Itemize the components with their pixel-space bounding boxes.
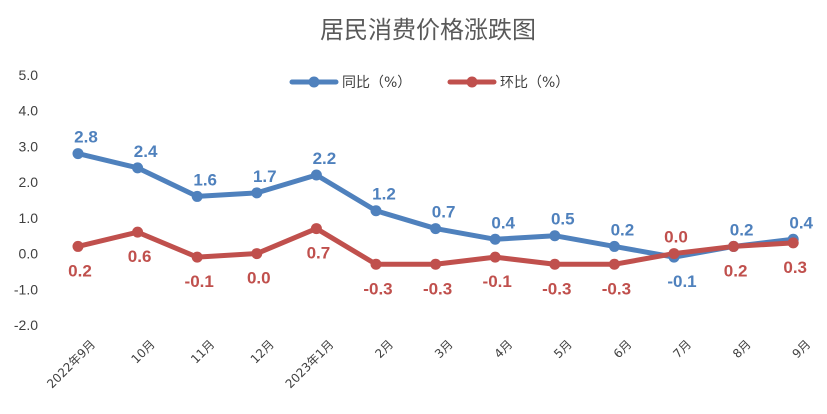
y-tick-label: 4.0 — [19, 103, 39, 119]
y-tick-label: 1.0 — [19, 210, 39, 226]
y-tick-label: -2.0 — [14, 317, 38, 333]
series-1-data-label: 0.6 — [128, 247, 152, 266]
series-0-data-label: 0.4 — [491, 213, 515, 232]
x-tick-label: 5月 — [551, 337, 575, 361]
series-1-data-label: -0.1 — [483, 272, 512, 291]
x-tick-label: 2023年1月 — [283, 337, 337, 391]
series-1-data-label: -0.3 — [363, 279, 392, 298]
x-tick-label: 3月 — [432, 337, 456, 361]
series-1-point — [430, 258, 442, 270]
series-1-point — [728, 240, 740, 252]
series-0-data-label: 1.6 — [193, 170, 217, 189]
series-0-point — [608, 240, 620, 252]
y-tick-label: -1.0 — [14, 281, 38, 297]
series-0-point — [310, 169, 322, 181]
y-tick-label: 3.0 — [19, 138, 39, 154]
series-1-data-label: -0.3 — [602, 279, 631, 298]
series-0-data-label: 0.4 — [789, 213, 813, 232]
series-0-data-label: 2.4 — [134, 142, 158, 161]
series-0-point — [549, 230, 561, 242]
chart-title: 居民消费价格涨跌图 — [320, 16, 536, 44]
legend-label-0: 同比（%） — [342, 75, 411, 91]
series-1-point — [787, 237, 799, 249]
series-0-data-label: 0.7 — [432, 203, 456, 222]
series-1-data-label: 0.2 — [68, 261, 92, 280]
x-tick-label: 10月 — [129, 337, 158, 366]
series-1-data-label: 0.0 — [247, 269, 271, 288]
legend: 同比（%） 环比（%） — [289, 75, 569, 91]
series-1-data-label: -0.3 — [542, 279, 571, 298]
series-1-point — [191, 251, 203, 263]
series-0-data-label: 0.2 — [730, 220, 754, 239]
series-0-data-label: 1.2 — [372, 185, 396, 204]
x-tick-label: 9月 — [790, 337, 814, 361]
series-1-data-label: 0.0 — [664, 228, 688, 247]
series-1-point — [370, 258, 382, 270]
plot-area — [72, 148, 799, 270]
series-0-data-label: 0.5 — [551, 210, 575, 229]
series-0-point — [251, 187, 263, 199]
legend-marker-0 — [308, 76, 320, 88]
series-1-point — [668, 248, 680, 260]
y-tick-label: 0.0 — [19, 246, 39, 262]
series-1-point — [549, 258, 561, 270]
x-tick-label: 2022年9月 — [44, 337, 98, 391]
series-0-point — [191, 190, 203, 202]
legend-marker-1 — [466, 76, 478, 88]
x-tick-label: 7月 — [670, 337, 694, 361]
x-tick-label: 11月 — [188, 337, 217, 366]
series-1-point — [72, 240, 84, 252]
series-0-data-label: 0.2 — [611, 220, 635, 239]
y-tick-label: 5.0 — [19, 67, 39, 83]
series-0-point — [489, 233, 501, 245]
x-tick-label: 12月 — [248, 337, 277, 366]
series-1-data-label: 0.7 — [307, 244, 331, 263]
series-1-data-label: 0.2 — [724, 261, 748, 280]
series-1-point — [489, 251, 501, 263]
series-1-data-label: 0.3 — [783, 258, 807, 277]
series-0-point — [132, 162, 144, 174]
series-1-point — [251, 248, 263, 260]
x-axis: 2022年9月 10月 11月 12月 2023年1月 2月 3月 4月 5月 6月 7月 8月 9月 — [44, 337, 813, 391]
x-tick-label: 6月 — [611, 337, 635, 361]
data-labels: 2.8 2.4 1.6 1.7 2.2 1.2 0.7 0.4 0.5 0.2 -0.1 0.2 0.4… — [68, 128, 813, 299]
y-axis: 5.0 4.0 3.0 2.0 1.0 0.0 -1.0 -2.0 — [14, 67, 38, 333]
series-0-point — [370, 205, 382, 217]
series-1-data-label: -0.3 — [423, 279, 452, 298]
legend-label-1: 环比（%） — [500, 75, 569, 91]
series-1-data-label: -0.1 — [185, 272, 214, 291]
series-0-point — [72, 148, 84, 160]
x-tick-label: 8月 — [730, 337, 754, 361]
series-0-data-label: 2.2 — [313, 149, 337, 168]
series-1-point — [310, 223, 322, 235]
x-tick-label: 2月 — [372, 337, 396, 361]
series-0-data-label: 2.8 — [74, 128, 98, 147]
series-1-point — [132, 226, 144, 238]
series-0-data-label: -0.1 — [667, 272, 696, 291]
x-tick-label: 4月 — [492, 337, 516, 361]
series-0-data-label: 1.7 — [253, 167, 277, 186]
series-1-point — [608, 258, 620, 270]
y-tick-label: 2.0 — [19, 174, 39, 190]
series-0-point — [430, 223, 442, 235]
